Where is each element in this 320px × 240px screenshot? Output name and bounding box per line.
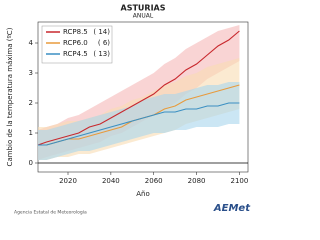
y-tick-label: 3 [29,69,33,77]
x-tick-label: 2080 [188,177,206,185]
chart-subtitle: ANUAL [133,13,154,20]
chart: ASTURIAS ANUAL Cambio de la temperatura … [6,4,251,216]
legend-count: ( 14) [93,28,110,36]
series-line [37,30,240,146]
legend-label: RCP4.5 [63,50,88,58]
legend-count: ( 13) [93,50,110,58]
y-tick-label: 0 [29,159,33,167]
legend-label: RCP6.0 [63,39,88,47]
y-tick-label: 1 [29,129,33,137]
footer-logo: AEMet [213,203,251,214]
x-tick-label: 2020 [59,177,77,185]
y-axis-label: Cambio de la temperatura máxima (ºC) [6,27,14,166]
chart-title: ASTURIAS [121,4,166,13]
x-tick-label: 2060 [145,177,163,185]
page: ASTURIAS ANUAL Cambio de la temperatura … [6,3,252,216]
y-tick-label: 2 [29,99,33,107]
x-axis-label: Año [136,190,150,198]
footer-agency: Agencia Estatal de Meteorología [14,209,87,216]
uncertainty-band [38,82,240,160]
series-line [38,102,240,146]
y-tick-label: 4 [29,39,34,47]
x-tick-label: 2100 [231,177,249,185]
legend-count: ( 6) [98,39,110,47]
x-tick-label: 2040 [102,177,120,185]
legend-label: RCP8.5 [63,28,88,36]
